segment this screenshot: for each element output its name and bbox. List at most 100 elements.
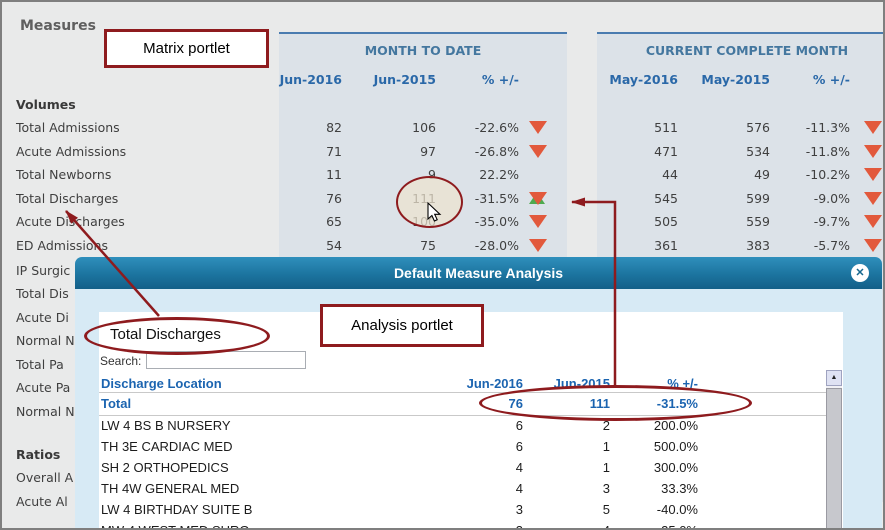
col-jun-2016: Jun-2016 <box>279 72 342 87</box>
matrix-column-headers: Jun-2016 Jun-2015 % +/- May-2016 May-201… <box>2 68 883 91</box>
value-cell[interactable]: 49 <box>754 167 770 182</box>
month-to-date-title: MONTH TO DATE <box>364 43 482 58</box>
value-cell[interactable]: 599 <box>746 191 770 206</box>
pct-cell: -9.7% <box>813 214 850 229</box>
matrix-row-acute-admissions: Acute Admissions 71 97 -26.8% 471 534 -1… <box>2 140 883 163</box>
value-cell[interactable]: 97 <box>420 144 436 159</box>
analysis-row: TH 4W GENERAL MED 4 3 33.3% <box>101 481 698 496</box>
matrix-row-partial: Acute Al <box>16 494 68 509</box>
row-label: Acute Discharges <box>16 214 125 229</box>
scrollbar[interactable]: ▲ <box>826 370 842 528</box>
search-input[interactable] <box>146 351 306 369</box>
pct-cell: -9.0% <box>813 191 850 206</box>
pct-cell: -11.8% <box>805 144 850 159</box>
trend-down-icon <box>864 168 882 204</box>
col-pct-ccm: % +/- <box>812 72 850 87</box>
analysis-dialog: Default Measure Analysis ✕ Total Dischar… <box>75 257 882 528</box>
pct-cell: -26.8% <box>474 144 519 159</box>
close-icon[interactable]: ✕ <box>851 264 869 282</box>
value-cell[interactable]: 75 <box>420 238 436 253</box>
pct-cell: 22.2% <box>479 167 519 182</box>
value-cell[interactable]: 471 <box>654 144 678 159</box>
col-discharge-location: Discharge Location <box>101 376 222 391</box>
dialog-title: Default Measure Analysis <box>393 265 564 281</box>
analysis-portlet-callout: Analysis portlet <box>320 304 484 347</box>
value-cell[interactable]: 576 <box>746 120 770 135</box>
scrollbar-thumb[interactable] <box>826 388 842 528</box>
matrix-row-partial: Total Pa <box>16 357 64 372</box>
value-cell[interactable]: 9 <box>428 167 436 182</box>
value-cell[interactable]: 361 <box>654 238 678 253</box>
dialog-body: Total Discharges Search: Discharge Locat… <box>75 289 882 528</box>
col-may-2015: May-2015 <box>701 72 770 87</box>
trend-down-icon <box>864 215 882 251</box>
analysis-row: MW 4 WEST MED SURG 3 4 -25.0% <box>99 520 826 528</box>
row-label: Total Newborns <box>16 167 112 182</box>
matrix-row-ed-admissions: ED Admissions 54 75 -28.0% 361 383 -5.7% <box>2 234 883 257</box>
pct-cell: -35.0% <box>474 214 519 229</box>
trend-down-icon <box>529 192 547 228</box>
pct-cell: -31.5% <box>474 191 519 206</box>
section-ratios: Ratios <box>16 447 61 462</box>
analysis-row: TH 3E CARDIAC MED 6 1 500.0% <box>101 439 698 454</box>
total-row-annotation-ellipse <box>479 385 752 421</box>
row-label: Acute Admissions <box>16 144 127 159</box>
trend-down-icon <box>529 239 547 275</box>
matrix-row-partial: Overall A <box>16 470 74 485</box>
value-cell[interactable]: 505 <box>654 214 678 229</box>
trend-down-icon <box>529 215 547 251</box>
value-cell[interactable]: 54 <box>326 238 342 253</box>
matrix-row-total-discharges: Total Discharges 76 111 -31.5% 545 599 -… <box>2 187 883 210</box>
matrix-row-partial: Acute Pa <box>16 380 71 395</box>
matrix-row-partial: Normal N <box>16 333 75 348</box>
trend-down-icon <box>864 145 882 181</box>
matrix-row-partial: IP Surgic <box>16 263 71 278</box>
trend-down-icon <box>864 192 882 228</box>
col-pct-mtd: % +/- <box>481 72 519 87</box>
value-cell[interactable]: 82 <box>326 120 342 135</box>
value-cell[interactable]: 11 <box>326 167 342 182</box>
page-title: Measures <box>20 18 96 34</box>
value-cell[interactable]: 534 <box>746 144 770 159</box>
value-cell[interactable]: 71 <box>326 144 342 159</box>
matrix-row-partial: Total Dis <box>16 286 69 301</box>
pct-cell: -28.0% <box>474 238 519 253</box>
click-highlight-circle <box>396 176 463 228</box>
pct-cell: -10.2% <box>805 167 850 182</box>
value-cell[interactable]: 545 <box>654 191 678 206</box>
discharges-annotation-ellipse <box>84 317 270 355</box>
scroll-up-icon[interactable]: ▲ <box>826 370 842 386</box>
pct-cell: -22.6% <box>474 120 519 135</box>
analysis-row: SH 2 ORTHOPEDICS 4 1 300.0% <box>101 460 698 475</box>
pct-cell: -11.3% <box>805 120 850 135</box>
value-cell[interactable]: 383 <box>746 238 770 253</box>
section-volumes: Volumes <box>16 97 76 112</box>
search-label: Search: <box>100 354 142 368</box>
analysis-row: LW 4 BS B NURSERY 6 2 200.0% <box>101 418 698 433</box>
analysis-row: LW 4 BIRTHDAY SUITE B 3 5 -40.0% <box>101 502 698 517</box>
col-jun-2016: Jun-2016 <box>466 376 523 391</box>
trend-down-icon <box>864 239 882 275</box>
value-cell[interactable]: 559 <box>746 214 770 229</box>
current-complete-month-title: CURRENT COMPLETE MONTH <box>645 43 849 58</box>
value-cell[interactable]: 65 <box>326 214 342 229</box>
matrix-row-partial: Normal N <box>16 404 75 419</box>
matrix-row-total-admissions: Total Admissions 82 106 -22.6% 511 576 -… <box>2 116 883 139</box>
col-may-2016: May-2016 <box>609 72 678 87</box>
value-cell[interactable]: 76 <box>326 191 342 206</box>
value-cell[interactable]: 44 <box>662 167 678 182</box>
pct-cell: -5.7% <box>813 238 850 253</box>
row-label: Total Discharges <box>16 191 119 206</box>
col-jun-2015: Jun-2015 <box>373 72 436 87</box>
trend-down-icon <box>529 145 547 181</box>
matrix-portlet-callout: Matrix portlet <box>104 29 269 68</box>
row-label: Total Admissions <box>16 120 120 135</box>
matrix-row-partial: Acute Di <box>16 310 69 325</box>
dialog-titlebar[interactable]: Default Measure Analysis ✕ <box>75 257 882 289</box>
trend-down-icon <box>529 121 547 157</box>
trend-down-icon <box>864 121 882 157</box>
value-cell[interactable]: 511 <box>654 120 678 135</box>
value-cell[interactable]: 106 <box>412 120 436 135</box>
row-label: ED Admissions <box>16 238 108 253</box>
